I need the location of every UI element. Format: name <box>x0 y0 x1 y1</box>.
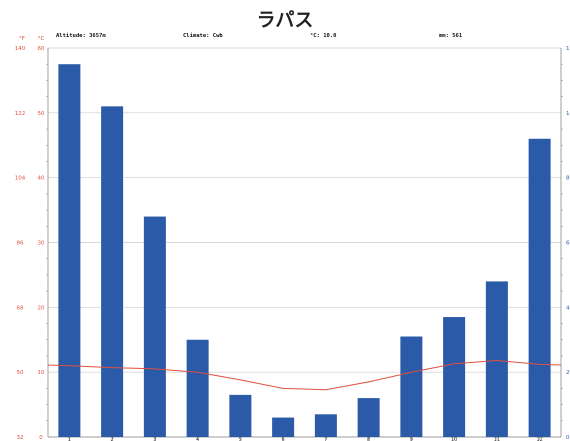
unit-fahrenheit: °F <box>19 36 25 42</box>
month-label: 8 <box>367 437 370 441</box>
precip-bar <box>272 417 295 437</box>
precip-bar <box>229 394 252 437</box>
tick-label-fahrenheit: 122 <box>15 111 26 117</box>
temperature-point <box>453 363 455 365</box>
tick-label-precip: 0 <box>566 435 570 441</box>
tick-label-fahrenheit: 86 <box>17 241 24 247</box>
temperature-point <box>154 368 156 370</box>
temperature-point <box>197 371 199 373</box>
month-label: 7 <box>324 437 327 441</box>
temperature-point <box>410 371 412 373</box>
mean-temp-label: °C: 10.0 <box>310 33 337 39</box>
month-label: 12 <box>536 437 542 441</box>
precip-bar <box>58 64 81 437</box>
month-label: 1 <box>68 437 71 441</box>
tick-label-celsius: 0 <box>39 435 43 441</box>
month-label: 3 <box>153 437 156 441</box>
tick-label-celsius: 20 <box>38 305 45 311</box>
temperature-point <box>496 359 498 362</box>
precip-bar <box>357 398 380 437</box>
temperature-point <box>539 363 541 365</box>
month-label: 9 <box>410 437 413 441</box>
tick-label-celsius: 40 <box>38 176 45 182</box>
precip-bar <box>485 281 508 437</box>
month-label: 11 <box>494 437 500 441</box>
chart-title: ラパス <box>256 9 314 31</box>
unit-celsius: °C <box>38 36 45 42</box>
month-label: 5 <box>239 437 242 441</box>
precip-bar <box>400 336 423 437</box>
tick-label-celsius: 10 <box>38 370 45 376</box>
month-label: 2 <box>111 437 114 441</box>
tick-label-celsius: 60 <box>38 46 45 52</box>
precip-bar <box>101 106 124 437</box>
temperature-line <box>47 359 562 391</box>
precip-bar <box>314 414 337 437</box>
tick-label-fahrenheit: 32 <box>17 435 24 441</box>
tick-label-celsius: 50 <box>38 111 45 117</box>
temperature-point <box>368 381 370 383</box>
tick-label-precip: 80 <box>566 176 570 182</box>
tick-label-fahrenheit: 50 <box>17 370 24 376</box>
month-label: 6 <box>282 437 285 441</box>
temperature-point <box>68 365 70 367</box>
precip-bar <box>186 339 209 437</box>
tick-label-precip: 60 <box>566 241 570 247</box>
precip-bar <box>143 216 166 437</box>
temperature-point <box>282 387 284 389</box>
temperature-point <box>239 379 241 381</box>
climate-label: Climate: Cwb <box>183 33 223 39</box>
tick-label-precip: 120 <box>566 46 570 52</box>
precip-bar <box>443 317 466 437</box>
tick-label-fahrenheit: 104 <box>15 176 26 182</box>
month-label: 4 <box>196 437 199 441</box>
tick-label-fahrenheit: 68 <box>17 305 24 311</box>
tick-label-precip: 40 <box>566 305 570 311</box>
temperature-point <box>325 389 327 391</box>
tick-label-precip: 100 <box>566 111 570 117</box>
tick-label-celsius: 30 <box>38 241 45 247</box>
tick-label-precip: 20 <box>566 370 570 376</box>
tick-label-fahrenheit: 140 <box>15 46 26 52</box>
precip-total-label: mm: 561 <box>439 33 463 39</box>
altitude-label: Altitude: 3657m <box>56 33 106 39</box>
precip-bar <box>528 138 551 437</box>
temperature-point <box>111 367 113 369</box>
month-label: 10 <box>451 437 457 441</box>
